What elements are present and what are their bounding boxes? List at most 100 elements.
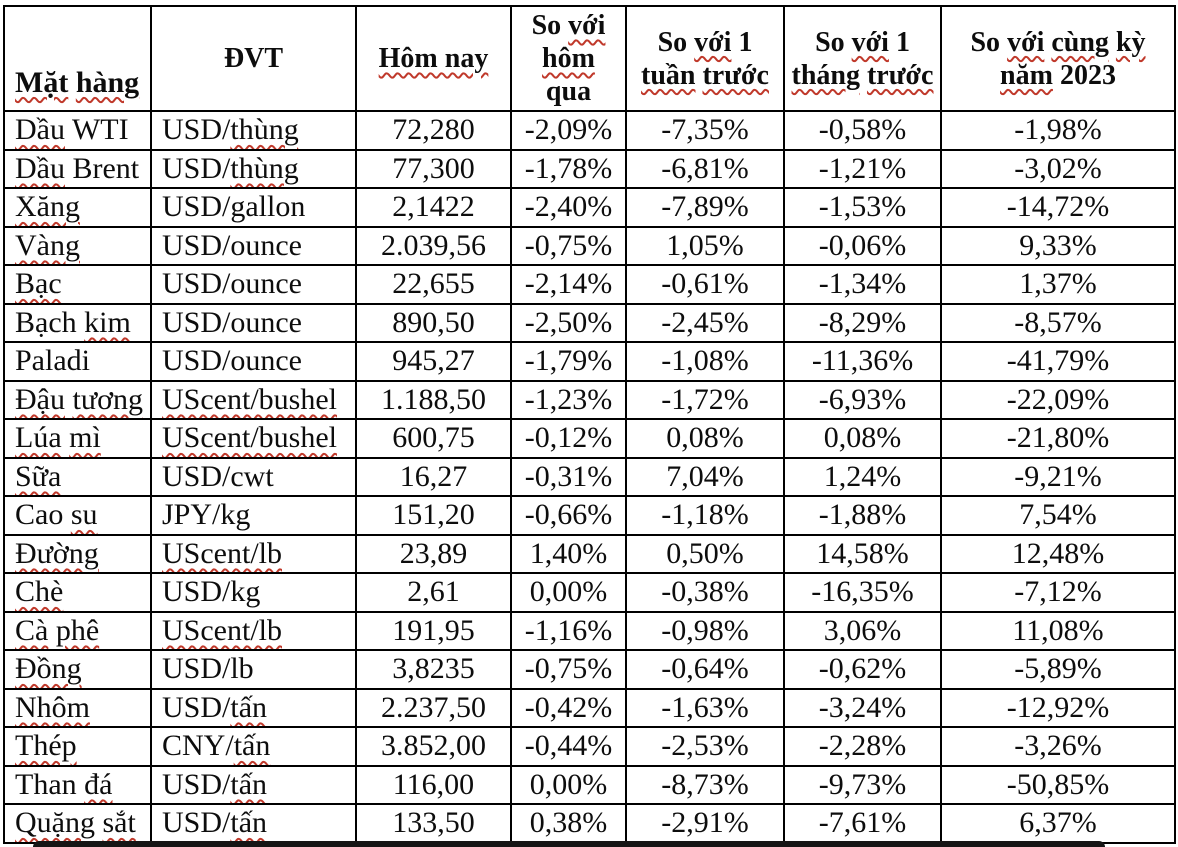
table-row: Bạch kim USD/ounce 890,50 -2,50% -2,45% -8,29…	[3, 302, 1176, 344]
commodity-name-cell: Chè	[3, 572, 152, 613]
value-cell: -50,85%	[940, 764, 1176, 806]
unit-cell: USD/gallon	[150, 187, 357, 228]
value-cell: 151,20	[355, 495, 512, 536]
bottom-divider-bar	[33, 841, 1105, 847]
value-cell: -0,42%	[510, 687, 627, 729]
spellcheck-squiggle: Chè	[15, 575, 64, 609]
unit-cell: USD/ounce	[150, 225, 357, 267]
spellcheck-squiggle: tấn	[230, 767, 268, 801]
spellcheck-squiggle: Cà	[15, 613, 49, 647]
spellcheck-squiggle: sắt	[102, 806, 136, 840]
value-cell: 1,37%	[940, 264, 1176, 305]
value-cell: -8,57%	[940, 302, 1176, 344]
commodity-name-cell: Nhôm	[3, 687, 152, 729]
column-header: So với cùng kỳ năm 2023	[940, 4, 1176, 113]
value-cell: -1,08%	[625, 341, 785, 382]
value-cell: 1.188,50	[355, 379, 512, 421]
unit-cell: USD/kg	[150, 572, 357, 613]
value-cell: 2,61	[355, 572, 512, 613]
value-cell: 3,06%	[783, 610, 942, 652]
commodity-name-cell: Xăng	[3, 187, 152, 228]
spellcheck-squiggle: Xăng	[15, 190, 80, 224]
table-row: Sữa USD/cwt 16,27 -0,31% 7,04% 1,24% -9,21%	[3, 456, 1176, 498]
value-cell: -16,35%	[783, 572, 942, 613]
value-cell: -9,73%	[783, 764, 942, 806]
table-row: Đồng USD/lb 3,8235 -0,75% -0,64% -0,62% -5,89%	[3, 649, 1176, 690]
spellcheck-squiggle: Đường	[15, 536, 99, 570]
table-body: Dầu WTI USD/thùng 72,280 -2,09% -7,35% -0,58%…	[3, 110, 1176, 844]
commodity-name-cell: Bạc	[3, 264, 152, 305]
value-cell: -3,26%	[940, 726, 1176, 767]
spellcheck-squiggle: trước	[866, 59, 934, 91]
spellcheck-squiggle: cùng	[1051, 26, 1109, 58]
column-header: Hôm nay	[355, 4, 512, 113]
value-cell: 0,00%	[510, 764, 627, 806]
commodity-name-cell: Cao su	[3, 495, 152, 536]
spellcheck-squiggle: trước	[702, 59, 769, 91]
value-cell: -1,98%	[940, 110, 1176, 151]
unit-cell: USD/tấn	[150, 803, 357, 844]
column-header: So với 1 tuần trước	[625, 4, 785, 113]
unit-cell: USD/ounce	[150, 341, 357, 382]
spellcheck-squiggle: UScent/bushel	[162, 421, 337, 455]
value-cell: 3.852,00	[355, 726, 512, 767]
value-cell: -6,93%	[783, 379, 942, 421]
unit-cell: USD/lb	[150, 649, 357, 690]
value-cell: -8,73%	[625, 764, 785, 806]
column-header: So với 1 tháng trước	[783, 4, 942, 113]
value-cell: -0,06%	[783, 225, 942, 267]
value-cell: 14,58%	[783, 533, 942, 575]
spellcheck-squiggle: tuần	[641, 59, 696, 91]
value-cell: -7,35%	[625, 110, 785, 151]
value-cell: -0,64%	[625, 649, 785, 690]
commodity-name-cell: Bạch kim	[3, 302, 152, 344]
spellcheck-squiggle: Bạc	[15, 267, 62, 301]
value-cell: 191,95	[355, 610, 512, 652]
commodity-name-cell: Quặng sắt	[3, 803, 152, 844]
value-cell: 22,655	[355, 264, 512, 305]
value-cell: -21,80%	[940, 418, 1176, 459]
value-cell: -1,16%	[510, 610, 627, 652]
value-cell: 1,05%	[625, 225, 785, 267]
unit-cell: JPY/kg	[150, 495, 357, 536]
commodity-name-cell: Paladi	[3, 341, 152, 382]
table-row: Vàng USD/ounce 2.039,56 -0,75% 1,05% -0,06% 9,…	[3, 225, 1176, 267]
spellcheck-squiggle: Đồng	[15, 652, 82, 686]
value-cell: -1,63%	[625, 687, 785, 729]
spellcheck-squiggle: thùng	[230, 113, 299, 147]
value-cell: -1,21%	[783, 148, 942, 190]
value-cell: 1,40%	[510, 533, 627, 575]
spellcheck-squiggle: UScent/lb	[162, 536, 282, 570]
value-cell: -0,98%	[625, 610, 785, 652]
spellcheck-squiggle: hôm	[542, 43, 595, 75]
value-cell: 0,50%	[625, 533, 785, 575]
value-cell: -12,92%	[940, 687, 1176, 729]
value-cell: 7,04%	[625, 456, 785, 498]
value-cell: 3,8235	[355, 649, 512, 690]
value-cell: -0,58%	[783, 110, 942, 151]
table-row: Cao su JPY/kg 151,20 -0,66% -1,18% -1,88% 7,54…	[3, 495, 1176, 536]
value-cell: -1,53%	[783, 187, 942, 228]
value-cell: -0,62%	[783, 649, 942, 690]
value-cell: -7,12%	[940, 572, 1176, 613]
commodity-name-cell: Thép	[3, 726, 152, 767]
spellcheck-squiggle: Lúa	[15, 421, 62, 455]
unit-cell: USD/ounce	[150, 264, 357, 305]
value-cell: 2.237,50	[355, 687, 512, 729]
spellcheck-squiggle: Mặt	[15, 65, 69, 99]
spellcheck-squiggle: Đậu	[15, 382, 65, 416]
commodity-price-table: Mặt hàng ĐVT Hôm nay So với hôm qua So với 1…	[3, 4, 1176, 844]
value-cell: 2.039,56	[355, 225, 512, 267]
value-cell: -5,89%	[940, 649, 1176, 690]
spellcheck-squiggle: mì	[69, 421, 101, 455]
value-cell: -14,72%	[940, 187, 1176, 228]
commodity-name-cell: Đường	[3, 533, 152, 575]
table-row: Paladi USD/ounce 945,27 -1,79% -1,08% -11,36%…	[3, 341, 1176, 382]
spellcheck-squiggle: su	[70, 498, 98, 532]
unit-cell: UScent/bushel	[150, 379, 357, 421]
value-cell: 16,27	[355, 456, 512, 498]
table-row: Đường UScent/lb 23,89 1,40% 0,50% 14,58% 12,48…	[3, 533, 1176, 575]
value-cell: -7,89%	[625, 187, 785, 228]
value-cell: 72,280	[355, 110, 512, 151]
